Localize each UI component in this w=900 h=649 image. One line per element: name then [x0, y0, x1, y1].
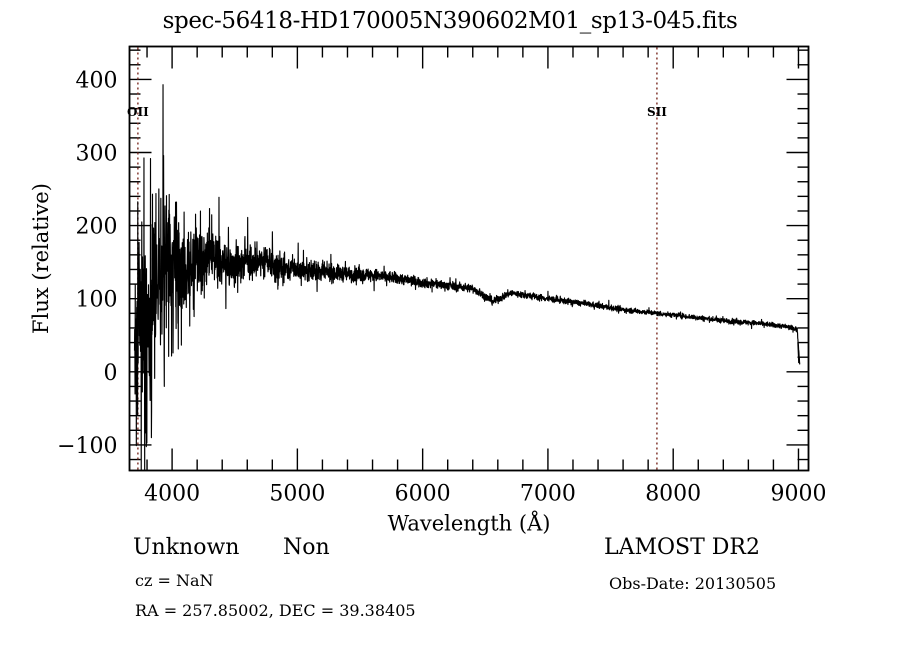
coordinates-label: RA = 257.85002, DEC = 39.38405	[135, 601, 416, 620]
y-tick-label: 300	[76, 142, 118, 167]
y-tick-label: 0	[104, 361, 118, 386]
y-tick-label: 400	[76, 68, 118, 93]
x-tick-label: 7000	[520, 482, 576, 507]
line-label-sii: SII	[647, 105, 667, 119]
object-subclass-label: Non	[283, 535, 330, 560]
spectrum-trace	[133, 84, 801, 471]
x-tick-label: 5000	[269, 482, 325, 507]
x-tick-label: 9000	[770, 482, 826, 507]
object-type-label: Unknown	[133, 535, 240, 560]
x-axis-title: Wavelength (Å)	[388, 511, 551, 536]
x-tick-label: 6000	[395, 482, 451, 507]
page-title: spec-56418-HD170005N390602M01_sp13-045.f…	[162, 8, 738, 34]
x-tick-label: 4000	[144, 482, 200, 507]
survey-label: LAMOST DR2	[604, 535, 760, 560]
plot-frame-overlay	[128, 45, 810, 472]
line-label-oii: OII	[127, 105, 149, 119]
y-tick-label: −100	[57, 434, 117, 459]
axis-ticks	[129, 46, 809, 471]
observation-date-label: Obs-Date: 20130505	[609, 574, 777, 593]
y-tick-label: 100	[76, 288, 118, 313]
y-axis-title: Flux (relative)	[29, 183, 53, 334]
y-tick-label: 200	[76, 215, 118, 240]
redshift-velocity-label: cz = NaN	[135, 571, 214, 590]
x-tick-label: 8000	[645, 482, 701, 507]
